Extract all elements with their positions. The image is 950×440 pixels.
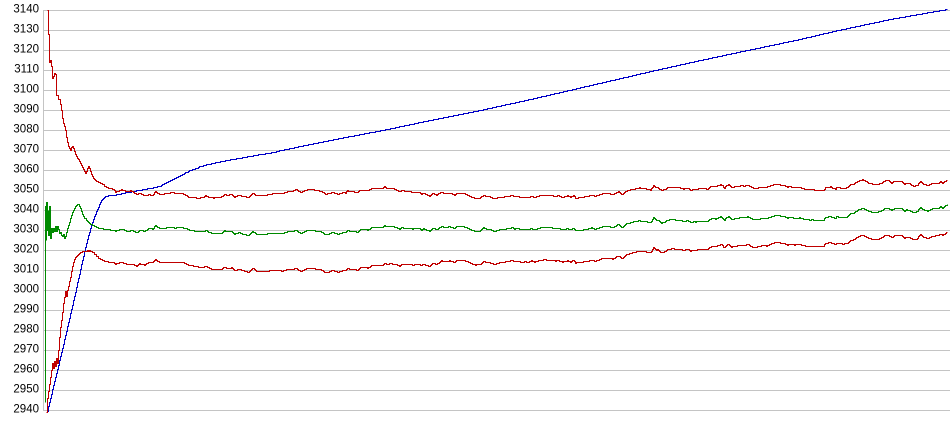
svg-text:3050: 3050 [13,183,39,195]
svg-text:3100: 3100 [13,83,39,95]
svg-text:2980: 2980 [13,323,39,335]
svg-text:2940: 2940 [13,403,39,415]
svg-text:3010: 3010 [13,263,39,275]
svg-text:3140: 3140 [13,3,39,15]
svg-text:3120: 3120 [13,43,39,55]
svg-text:3090: 3090 [13,103,39,115]
svg-text:3130: 3130 [13,23,39,35]
svg-text:3060: 3060 [13,163,39,175]
svg-text:2990: 2990 [13,303,39,315]
svg-text:3020: 3020 [13,243,39,255]
svg-text:3040: 3040 [13,203,39,215]
svg-text:3030: 3030 [13,223,39,235]
svg-text:3080: 3080 [13,123,39,135]
svg-text:3110: 3110 [14,63,39,75]
svg-text:3070: 3070 [13,143,39,155]
svg-text:3000: 3000 [13,283,39,295]
svg-text:2950: 2950 [13,383,39,395]
svg-text:2970: 2970 [13,343,39,355]
svg-text:2960: 2960 [13,363,39,375]
